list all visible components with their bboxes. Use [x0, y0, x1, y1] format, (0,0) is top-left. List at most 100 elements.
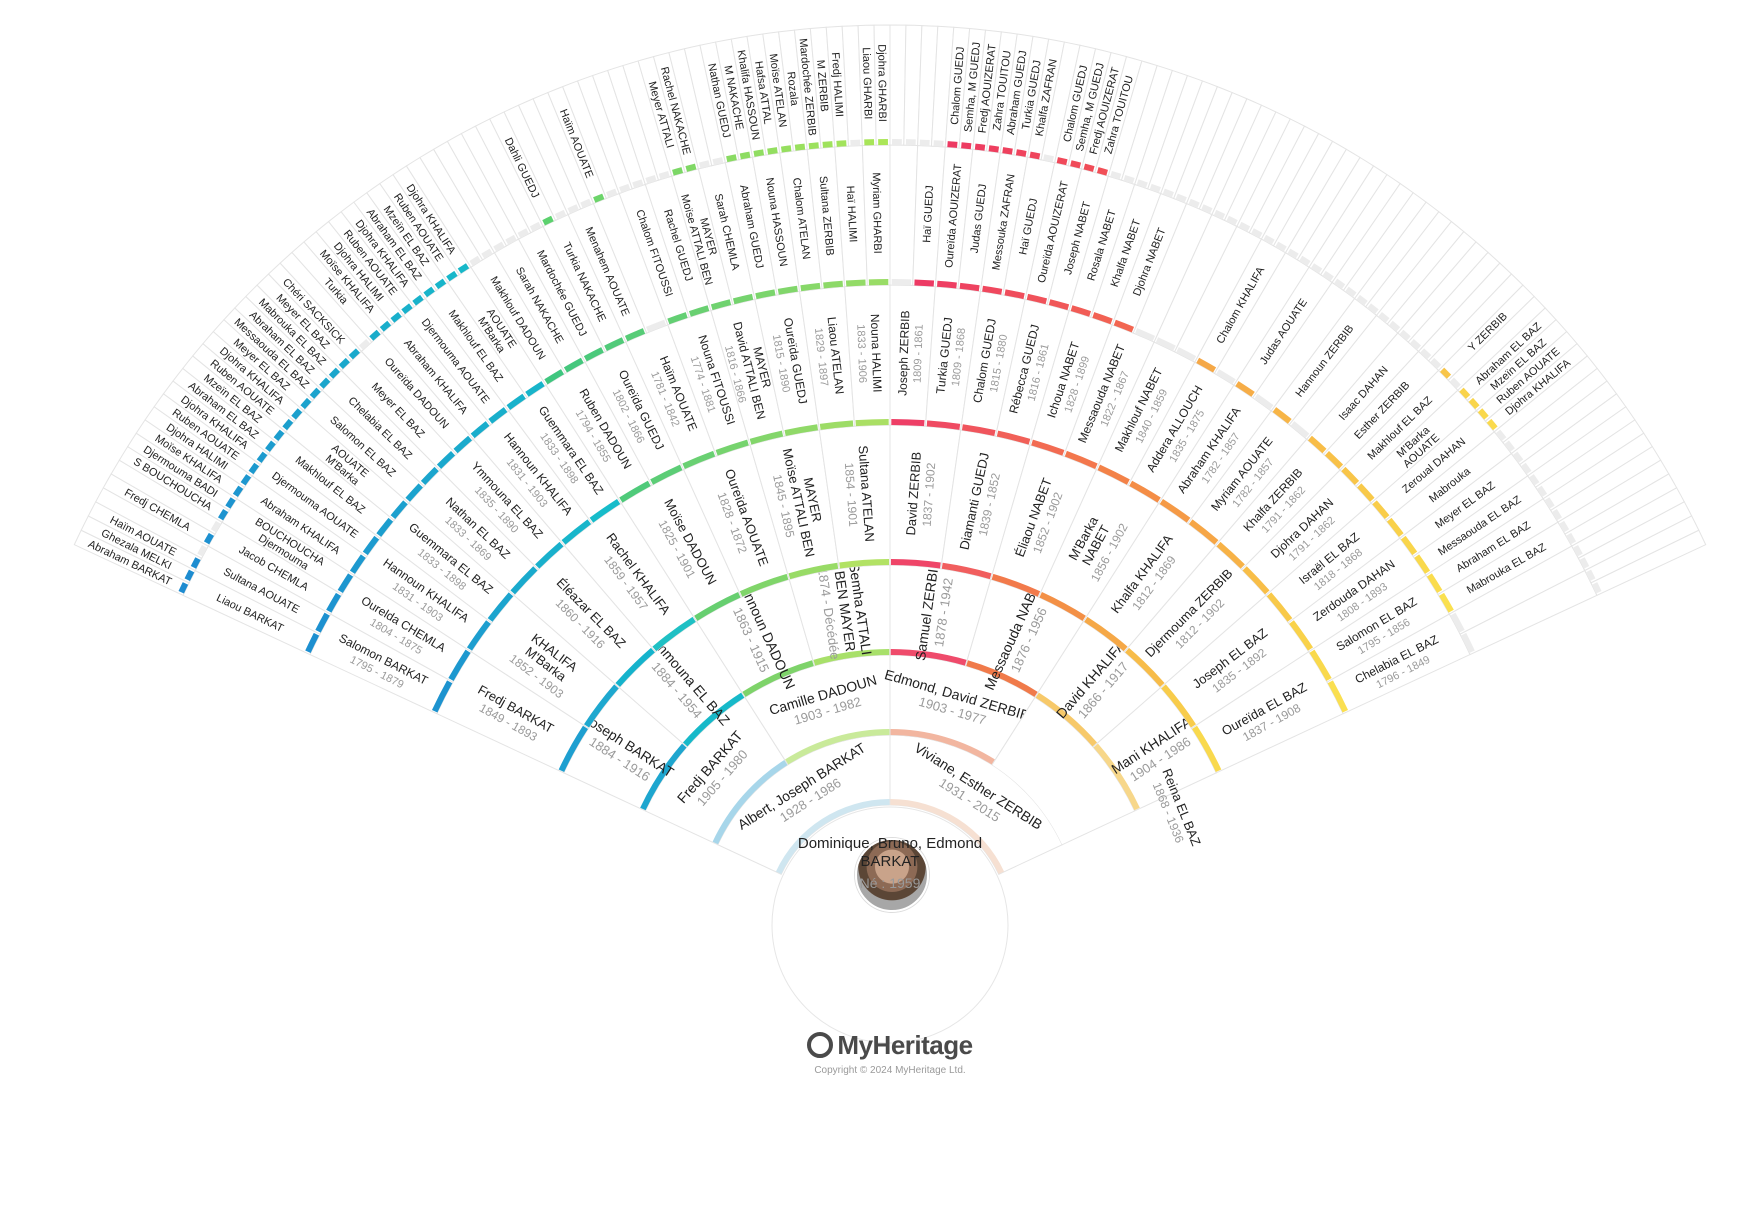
lineage-color-band: [753, 149, 765, 157]
generation-4: Fredj BARKAT1849 - 1893KHALIFAM'Barka185…: [436, 424, 1344, 774]
lineage-color-band: [1544, 497, 1555, 509]
lineage-color-band: [1356, 294, 1368, 306]
lineage-color-band: [240, 474, 252, 486]
lineage-color-band: [667, 312, 688, 325]
lineage-color-band: [232, 485, 244, 498]
lineage-color-band: [184, 569, 195, 582]
lineage-color-band: [1477, 408, 1489, 420]
lineage-color-band: [544, 369, 565, 385]
lineage-color-band: [1162, 188, 1174, 198]
ancestor-cell[interactable]: [1590, 529, 1707, 597]
lineage-color-band: [615, 647, 655, 687]
lineage-color-band: [632, 179, 644, 189]
lineage-color-band: [178, 582, 189, 594]
ancestor-label: David ZERBIB1837 - 1902: [903, 451, 939, 537]
lineage-color-band: [525, 381, 545, 397]
lineage-color-band: [376, 517, 394, 537]
ancestor-cell[interactable]: [889, 24, 907, 146]
lineage-color-band: [469, 255, 481, 267]
lineage-color-band: [291, 408, 303, 420]
lineage-color-band: [1235, 381, 1255, 397]
lineage-color-band: [892, 139, 902, 146]
lineage-color-band: [890, 799, 1005, 875]
lineage-color-band: [1134, 328, 1156, 342]
lineage-color-band: [992, 759, 1068, 845]
lineage-color-band: [755, 289, 776, 300]
lineage-color-band: [1159, 498, 1191, 523]
lineage-color-band: [1123, 175, 1135, 184]
lineage-color-band: [1226, 215, 1238, 226]
lineage-color-band: [337, 573, 354, 594]
lineage-color-band: [619, 183, 631, 193]
lineage-color-band: [1113, 319, 1135, 333]
lineage-color-band: [1002, 147, 1013, 155]
lineage-color-band: [1579, 557, 1590, 569]
lineage-color-band: [645, 175, 657, 184]
lineage-color-band: [604, 337, 625, 352]
lineage-color-band: [1333, 278, 1346, 290]
ancestor-name: Haï HALIMI: [844, 185, 859, 242]
lineage-color-band: [1591, 582, 1602, 594]
ancestor-name: Haï GUEDJ: [921, 185, 936, 243]
lineage-color-band: [420, 466, 439, 486]
lineage-color-band: [1310, 263, 1323, 274]
lineage-color-band: [966, 660, 1038, 697]
lineage-color-band: [1572, 544, 1583, 557]
lineage-color-band: [1520, 462, 1532, 475]
ancestor-label: Fredj HALIMI: [829, 52, 845, 117]
lineage-color-band: [1400, 535, 1418, 556]
lineage-color-band: [1031, 439, 1065, 456]
lineage-color-band: [1558, 520, 1570, 533]
lineage-color-band: [937, 280, 957, 289]
ancestor-name: Joseph ZERBIB: [895, 310, 912, 396]
lineage-color-band: [1029, 151, 1041, 160]
lineage-color-band: [256, 451, 268, 463]
lineage-color-band: [1426, 573, 1443, 594]
lineage-color-band: [1287, 248, 1299, 259]
lineage-color-band: [1254, 393, 1274, 410]
lineage-color-band: [1289, 620, 1314, 651]
myheritage-logo: MyHeritage Copyright © 2024 MyHeritage L…: [790, 1030, 990, 1076]
lineage-color-band: [1201, 204, 1213, 214]
lineage-color-band: [210, 520, 222, 533]
lineage-color-band: [694, 592, 741, 621]
ancestor-label: Sultana ATELAN1854 - 1901: [841, 445, 878, 543]
lineage-color-band: [982, 285, 1003, 295]
lineage-color-band: [1585, 569, 1596, 582]
lineage-color-band: [1341, 466, 1360, 486]
lineage-color-band: [1299, 255, 1311, 267]
lineage-color-band: [319, 377, 331, 389]
lineage-color-band: [593, 193, 605, 203]
lineage-color-band: [1420, 348, 1432, 360]
lineage-color-band: [369, 329, 381, 341]
lineage-color-band: [961, 424, 996, 436]
lineage-color-band: [710, 299, 732, 311]
lineage-color-band: [1125, 647, 1165, 687]
ancestor-name: Myriam GHARBI: [870, 172, 883, 253]
lineage-color-band: [1309, 649, 1332, 681]
lineage-color-band: [1459, 387, 1471, 399]
lineage-color-band: [1176, 347, 1197, 362]
lineage-color-band: [580, 198, 592, 209]
root-person-card[interactable]: Dominique, Bruno, Edmond BARKAT Né : 195…: [770, 835, 1010, 891]
ancestor-name: Sultana ATELAN: [856, 445, 878, 542]
lineage-color-band: [1092, 312, 1113, 325]
ancestor-name: Djohra GHARBI: [875, 44, 888, 122]
lineage-color-band: [506, 393, 526, 410]
lineage-color-band: [800, 282, 821, 292]
root-avatar[interactable]: [855, 838, 929, 912]
lineage-color-band: [794, 143, 806, 151]
lineage-color-band: [1386, 517, 1404, 537]
lineage-color-band: [589, 498, 621, 523]
ancestor-label: Liaou GHARBI: [860, 47, 874, 119]
lineage-color-band: [813, 649, 890, 666]
lineage-color-band: [1272, 407, 1292, 424]
lineage-color-band: [780, 145, 792, 153]
lineage-color-band: [481, 248, 493, 259]
lineage-color-band: [1064, 450, 1098, 470]
ancestor-label: Joseph ZERBIB1809 - 1861: [895, 310, 926, 396]
lineage-color-band: [685, 163, 697, 172]
lineage-color-band: [554, 209, 567, 220]
lineage-color-band: [823, 280, 843, 289]
